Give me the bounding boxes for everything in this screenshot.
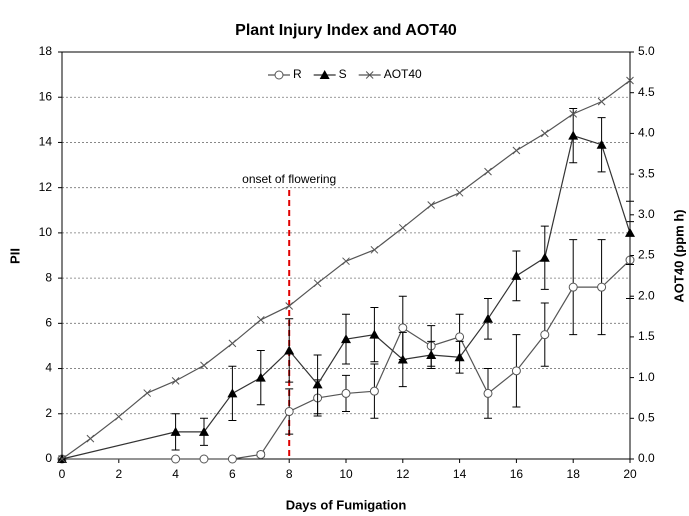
point [313,279,322,288]
legend-label: R [293,67,302,81]
point [454,352,465,362]
y-tick-label: 12 [39,180,53,194]
x-tick-label: 2 [115,467,122,481]
point [540,330,550,340]
point [284,407,294,417]
point [398,323,408,333]
point [511,366,521,376]
point [285,302,294,310]
y-tick-label: 8 [45,270,52,284]
point [143,389,152,397]
x-tick-label: 14 [453,467,467,481]
legend-marker [274,70,284,80]
annotation-text: onset of flowering [242,172,336,186]
point [483,313,493,323]
point [200,361,208,370]
point [86,434,95,443]
point [398,223,407,232]
point [426,349,437,359]
y-tick-label: 4 [45,361,52,375]
point [255,372,266,382]
point [397,354,408,364]
y-tick-label: 16 [39,89,53,103]
point [341,388,351,398]
point [568,282,578,292]
point [312,379,323,389]
legend-marker [365,71,374,79]
point [256,449,266,459]
point [625,227,635,237]
y2-axis-label: AOT40 (ppm h) [671,209,686,302]
y2-tick-label: 5.0 [638,44,655,58]
point [483,388,493,398]
point [342,257,350,266]
y2-tick-label: 2.5 [638,248,655,262]
point [227,454,237,464]
point [114,412,123,421]
x-tick-label: 10 [339,467,353,481]
point [284,345,295,355]
legend-label: AOT40 [384,67,422,81]
y2-tick-label: 2.0 [638,288,655,302]
y2-tick-label: 4.5 [638,85,655,99]
point [171,377,180,385]
point [341,334,351,344]
point [626,76,634,85]
x-tick-label: 18 [567,467,581,481]
point [369,329,380,339]
x-tick-label: 16 [510,467,524,481]
point [511,270,522,280]
y-tick-label: 2 [45,406,52,420]
legend-label: S [339,67,347,81]
y2-tick-label: 3.5 [638,166,655,180]
point [540,129,549,138]
chart-title: Plant Injury Index and AOT40 [235,22,457,39]
point [596,139,607,149]
x-tick-label: 6 [229,467,236,481]
y2-tick-label: 0.0 [638,451,655,465]
point [170,426,181,436]
point [568,130,579,140]
point [455,188,464,197]
point [455,332,465,342]
y-axis-label: PII [7,248,22,264]
y-tick-label: 14 [39,135,53,149]
point [512,146,521,155]
series-line [62,259,631,460]
point [199,426,209,436]
y2-tick-label: 1.0 [638,370,655,384]
point [369,386,379,396]
x-tick-label: 12 [396,467,410,481]
point [171,454,181,464]
series-line [61,134,631,460]
y-tick-label: 18 [39,44,53,58]
y2-tick-label: 0.5 [638,410,655,424]
legend-marker [319,70,330,79]
point [484,167,492,176]
y2-tick-label: 1.5 [638,329,655,343]
y-tick-label: 10 [39,225,53,239]
x-tick-label: 8 [286,467,293,481]
x-axis-label: Days of Fumigation [286,497,407,512]
point [539,252,550,262]
point [597,282,607,292]
point [58,455,66,463]
x-tick-label: 4 [172,467,179,481]
x-tick-label: 0 [59,467,66,481]
y2-tick-label: 3.0 [638,207,655,221]
x-tick-label: 20 [623,467,637,481]
point [597,97,606,106]
point [569,110,578,118]
y-tick-label: 6 [45,316,52,330]
point [199,454,209,464]
y-tick-label: 0 [45,451,52,465]
point [427,201,436,209]
point [228,339,237,348]
point [227,388,238,398]
point [256,315,265,324]
point [370,245,379,254]
y2-tick-label: 4.0 [638,126,655,140]
